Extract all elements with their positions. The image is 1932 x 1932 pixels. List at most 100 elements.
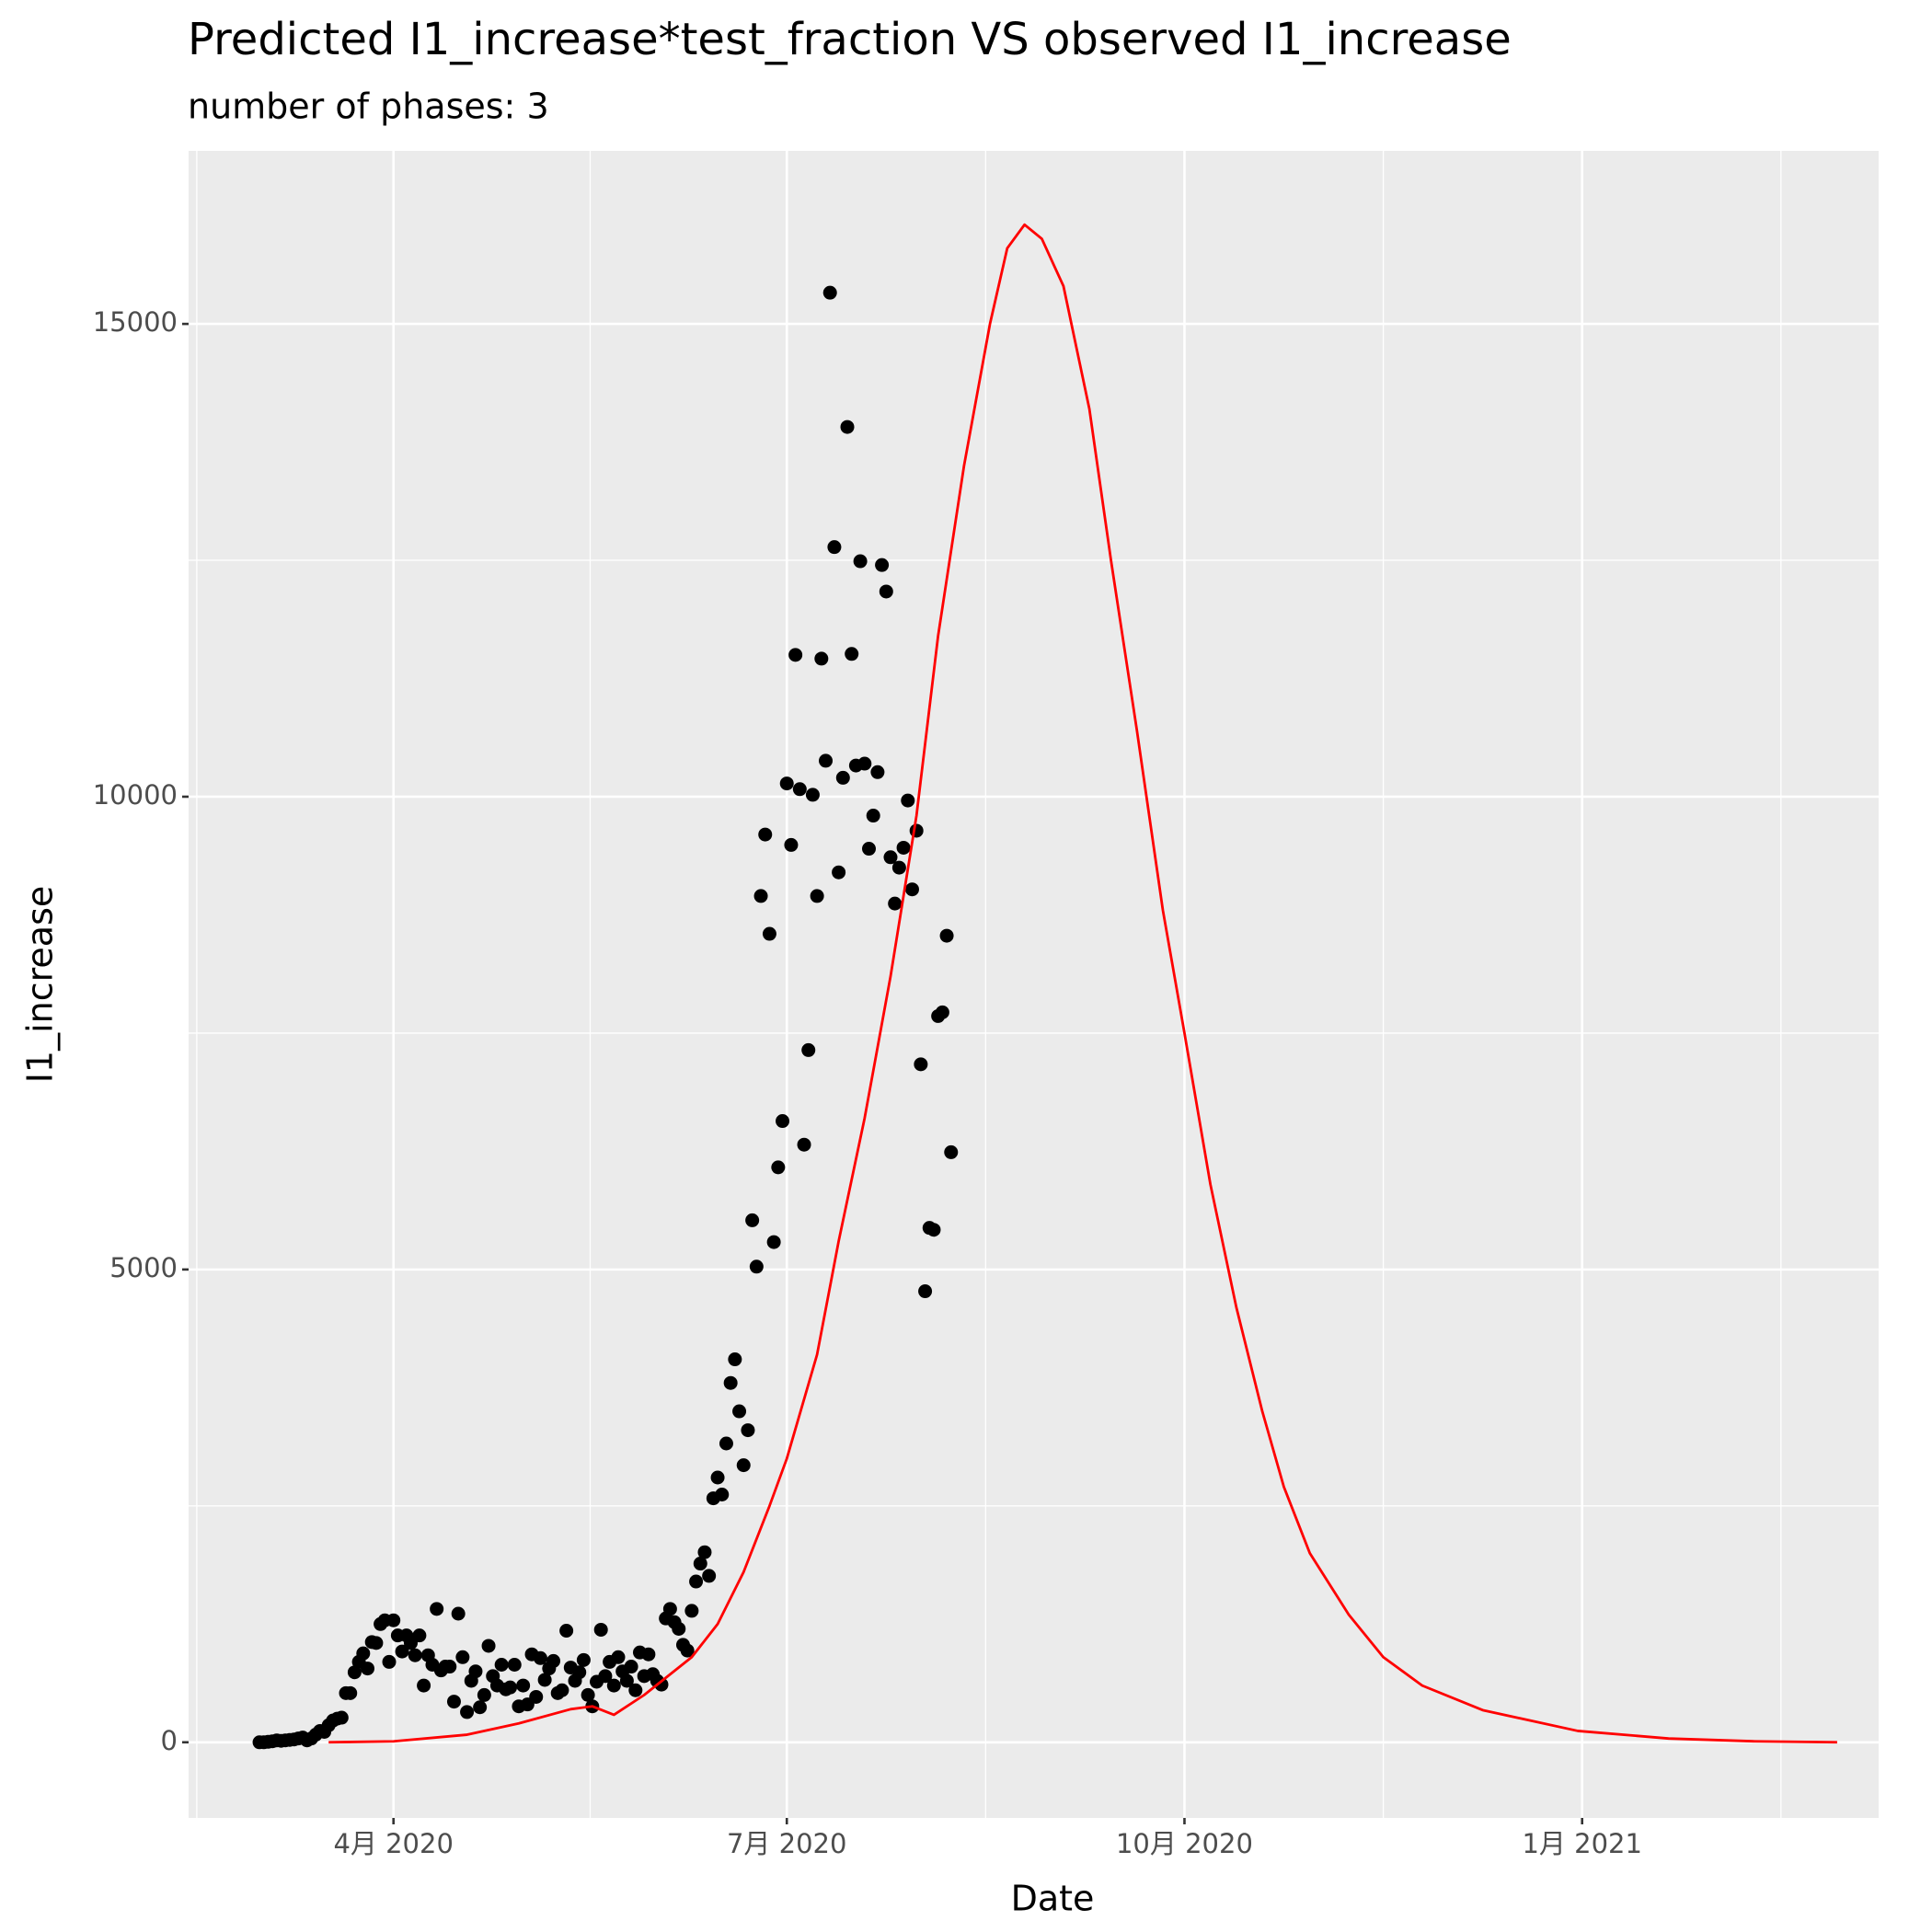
- data-point: [870, 765, 885, 779]
- data-point: [386, 1613, 401, 1627]
- data-point: [776, 1114, 790, 1129]
- data-point: [719, 1436, 733, 1451]
- data-point: [710, 1470, 725, 1485]
- data-point: [827, 540, 842, 555]
- data-point: [758, 827, 773, 842]
- data-point: [572, 1665, 587, 1680]
- prediction-line: [328, 223, 1837, 1744]
- data-point: [935, 1005, 949, 1019]
- data-point: [904, 882, 919, 897]
- data-point: [546, 1653, 561, 1668]
- data-point: [555, 1683, 569, 1697]
- data-point: [944, 1144, 959, 1159]
- data-point: [845, 647, 859, 661]
- chart-subtitle: number of phases: 3: [188, 86, 549, 127]
- data-point: [641, 1647, 656, 1662]
- data-point: [455, 1650, 470, 1664]
- data-point: [888, 896, 903, 911]
- data-point: [914, 1057, 928, 1072]
- x-axis-title: Date: [1011, 1879, 1095, 1919]
- data-point: [896, 840, 911, 855]
- data-point: [819, 753, 834, 768]
- data-point: [762, 926, 776, 941]
- y-tick-label: 15000: [93, 306, 178, 338]
- data-point: [662, 1602, 677, 1616]
- data-point: [356, 1646, 371, 1661]
- data-point: [728, 1352, 742, 1367]
- data-point: [797, 1137, 811, 1152]
- data-point: [753, 889, 768, 903]
- data-point: [611, 1650, 626, 1664]
- data-point: [606, 1678, 621, 1693]
- data-point: [832, 865, 846, 880]
- data-point: [451, 1606, 466, 1621]
- data-point: [417, 1678, 431, 1693]
- data-point: [446, 1695, 461, 1709]
- data-point: [801, 1042, 816, 1057]
- data-point: [857, 756, 872, 771]
- data-point: [766, 1235, 781, 1249]
- x-tick-label: 10月 2020: [1116, 1828, 1253, 1859]
- data-point: [503, 1680, 518, 1695]
- data-point: [412, 1628, 427, 1643]
- data-point: [771, 1160, 786, 1175]
- y-tick-label: 0: [161, 1725, 178, 1756]
- data-point: [835, 770, 850, 785]
- data-point: [918, 1284, 933, 1299]
- data-point: [814, 651, 829, 666]
- data-point: [516, 1678, 531, 1693]
- data-point: [879, 584, 893, 599]
- data-point: [369, 1636, 384, 1650]
- data-point: [891, 860, 906, 875]
- data-point: [481, 1639, 496, 1653]
- data-point: [697, 1545, 712, 1559]
- data-point: [395, 1644, 409, 1659]
- data-point: [672, 1621, 686, 1636]
- x-tick-label: 4月 2020: [333, 1828, 453, 1859]
- data-point: [939, 928, 954, 943]
- data-point: [473, 1700, 488, 1715]
- data-point: [702, 1569, 717, 1583]
- data-point: [866, 809, 880, 823]
- data-point: [805, 788, 820, 802]
- data-point: [537, 1673, 552, 1687]
- data-point: [581, 1687, 595, 1702]
- data-point: [875, 558, 890, 572]
- data-point: [736, 1458, 751, 1473]
- data-point: [926, 1223, 941, 1237]
- data-point: [693, 1557, 707, 1571]
- data-point: [494, 1657, 509, 1672]
- x-tick-label: 7月 2020: [727, 1828, 846, 1859]
- data-point: [680, 1643, 695, 1658]
- data-point: [343, 1685, 358, 1700]
- data-point: [723, 1375, 738, 1390]
- data-point: [624, 1660, 638, 1674]
- y-tick-label: 5000: [109, 1252, 178, 1283]
- data-point: [788, 648, 803, 662]
- data-point: [822, 285, 837, 300]
- data-point: [576, 1652, 591, 1667]
- data-point: [853, 554, 868, 569]
- data-point: [810, 889, 824, 903]
- data-point: [507, 1657, 522, 1672]
- data-point: [382, 1654, 397, 1669]
- data-point: [792, 782, 807, 797]
- data-point: [443, 1660, 457, 1674]
- data-point: [689, 1574, 704, 1589]
- data-point: [840, 420, 855, 434]
- data-point: [779, 776, 794, 791]
- data-point: [628, 1683, 643, 1697]
- data-point: [334, 1710, 349, 1725]
- data-point: [901, 793, 915, 808]
- y-tick-label: 10000: [93, 779, 178, 811]
- data-point: [593, 1622, 608, 1637]
- y-axis-title: I1_increase: [20, 886, 61, 1084]
- data-point: [477, 1687, 491, 1702]
- chart-title: Predicted I1_increase*test_fraction VS o…: [188, 14, 1512, 65]
- data-point: [559, 1623, 574, 1638]
- data-point: [619, 1673, 634, 1688]
- data-point: [745, 1213, 760, 1227]
- data-point: [533, 1650, 547, 1665]
